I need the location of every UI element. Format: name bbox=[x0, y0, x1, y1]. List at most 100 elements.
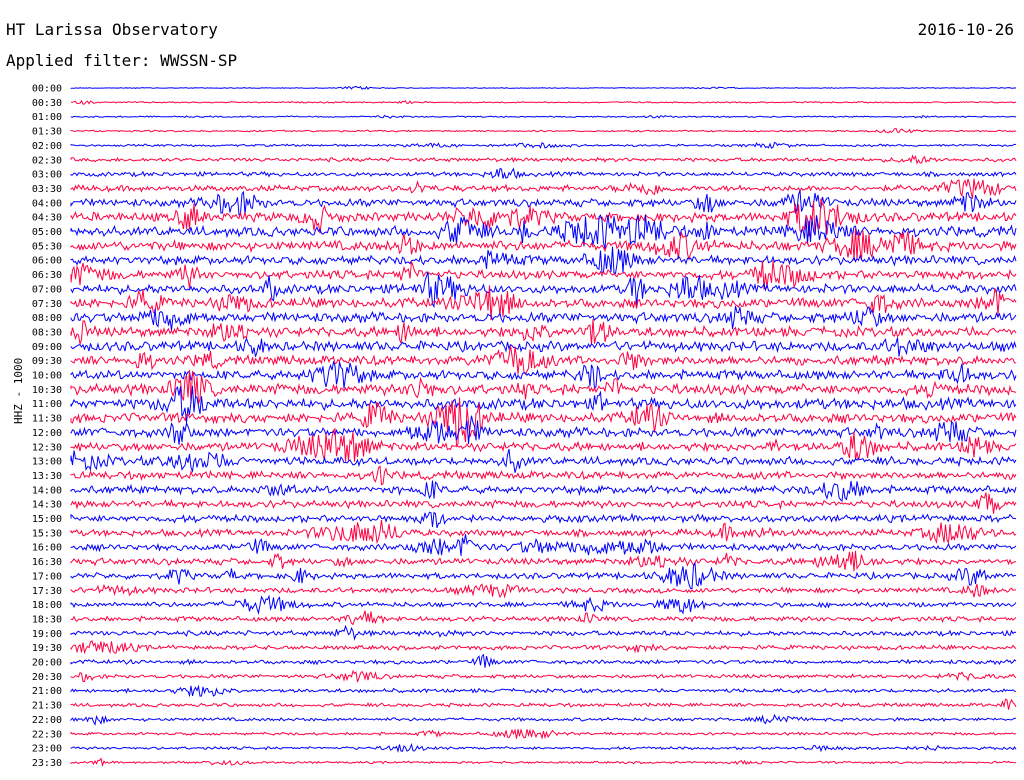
row-label: 22:30 bbox=[32, 729, 62, 740]
trace-row bbox=[70, 610, 1017, 626]
trace-row bbox=[70, 228, 1017, 261]
trace-row bbox=[70, 742, 1017, 753]
row-label: 15:00 bbox=[32, 514, 62, 525]
row-label: 19:30 bbox=[32, 643, 62, 654]
row-label: 01:30 bbox=[32, 127, 62, 138]
row-label: 12:30 bbox=[32, 442, 62, 453]
row-label: 05:00 bbox=[32, 227, 62, 238]
trace-row bbox=[70, 465, 1017, 486]
row-label: 10:30 bbox=[32, 385, 62, 396]
trace-row bbox=[70, 757, 1016, 767]
station-title: HT Larissa Observatory bbox=[6, 20, 218, 39]
row-label: 09:30 bbox=[32, 356, 62, 367]
row-label: 15:30 bbox=[32, 528, 62, 539]
row-label: 21:00 bbox=[32, 686, 62, 697]
trace-row bbox=[70, 713, 1017, 726]
trace-row bbox=[70, 178, 1017, 199]
row-label: 23:00 bbox=[32, 744, 62, 755]
trace-row bbox=[70, 127, 1017, 134]
trace-row bbox=[70, 684, 1017, 698]
row-label: 03:00 bbox=[32, 170, 62, 181]
row-label: 13:30 bbox=[32, 471, 62, 482]
trace-row bbox=[70, 415, 1017, 445]
trace-row bbox=[70, 583, 1017, 599]
trace-row bbox=[70, 285, 1017, 321]
trace-row bbox=[70, 360, 1017, 391]
row-label: 05:30 bbox=[32, 241, 62, 252]
trace-row bbox=[70, 214, 1017, 250]
filter-label: Applied filter: WWSSN-SP bbox=[6, 51, 238, 70]
trace-row bbox=[70, 698, 1017, 710]
trace-row bbox=[70, 345, 1017, 376]
row-label: 06:00 bbox=[32, 256, 62, 267]
trace-row bbox=[70, 190, 1017, 216]
row-label: 11:30 bbox=[32, 414, 62, 425]
trace-row bbox=[70, 562, 1017, 590]
row-label: 09:00 bbox=[32, 342, 62, 353]
row-label: 13:00 bbox=[32, 457, 62, 468]
row-label: 02:30 bbox=[32, 155, 62, 166]
row-label: 06:30 bbox=[32, 270, 62, 281]
trace-row bbox=[70, 511, 1017, 529]
trace-row bbox=[70, 534, 1017, 556]
trace-row bbox=[70, 669, 1017, 683]
trace-row bbox=[70, 114, 1017, 119]
trace-row bbox=[70, 640, 1017, 655]
row-label: 04:30 bbox=[32, 213, 62, 224]
trace-row bbox=[70, 594, 1017, 615]
row-label: 16:00 bbox=[32, 543, 62, 554]
trace-row bbox=[70, 305, 1017, 331]
trace-row bbox=[70, 480, 1017, 502]
row-label: 00:00 bbox=[32, 84, 62, 95]
row-label: 16:30 bbox=[32, 557, 62, 568]
row-label: 21:30 bbox=[32, 701, 62, 712]
trace-row bbox=[70, 141, 1017, 149]
trace-row bbox=[70, 520, 1017, 545]
trace-row bbox=[70, 167, 1017, 180]
row-label: 07:00 bbox=[32, 284, 62, 295]
trace-row bbox=[70, 246, 1017, 275]
trace-row bbox=[70, 385, 1017, 423]
trace-row bbox=[70, 369, 1017, 404]
row-label: 02:00 bbox=[32, 141, 62, 152]
row-label: 20:00 bbox=[32, 658, 62, 669]
row-label: 14:30 bbox=[32, 500, 62, 511]
row-label: 22:00 bbox=[32, 715, 62, 726]
row-label: 19:00 bbox=[32, 629, 62, 640]
row-label: 04:00 bbox=[32, 198, 62, 209]
trace-row bbox=[70, 271, 1017, 309]
row-label: 08:30 bbox=[32, 327, 62, 338]
row-label: 00:30 bbox=[32, 98, 62, 109]
row-label: 20:30 bbox=[32, 672, 62, 683]
row-label: 10:00 bbox=[32, 371, 62, 382]
row-labels: 00:00 00:30 01:00 01:30 02:00 02:30 03:00 03:30… bbox=[32, 84, 62, 769]
row-label: 07:30 bbox=[32, 299, 62, 310]
record-date: 2016-10-26 bbox=[917, 20, 1014, 39]
trace-row bbox=[70, 85, 1017, 90]
trace-row bbox=[70, 318, 1017, 345]
trace-row bbox=[70, 448, 1017, 473]
row-label: 01:00 bbox=[32, 112, 62, 123]
row-label: 18:30 bbox=[32, 614, 62, 625]
row-label: 23:30 bbox=[32, 758, 62, 769]
trace-row bbox=[70, 550, 1017, 572]
trace-row bbox=[70, 260, 1017, 290]
trace-row bbox=[71, 99, 1017, 105]
row-label: 08:00 bbox=[32, 313, 62, 324]
row-label: 18:00 bbox=[32, 600, 62, 611]
seismic-traces bbox=[70, 85, 1017, 767]
row-label: 11:00 bbox=[32, 399, 62, 410]
trace-row bbox=[70, 397, 1017, 448]
row-label: 14:00 bbox=[32, 485, 62, 496]
row-label: 17:00 bbox=[32, 571, 62, 582]
trace-row bbox=[70, 154, 1017, 165]
trace-row bbox=[70, 337, 1017, 357]
trace-row bbox=[70, 624, 1017, 641]
trace-row bbox=[70, 727, 1017, 740]
row-label: 12:00 bbox=[32, 428, 62, 439]
trace-row bbox=[70, 492, 1017, 514]
trace-row bbox=[70, 653, 1017, 668]
trace-row bbox=[70, 198, 1017, 237]
row-label: 03:30 bbox=[32, 184, 62, 195]
